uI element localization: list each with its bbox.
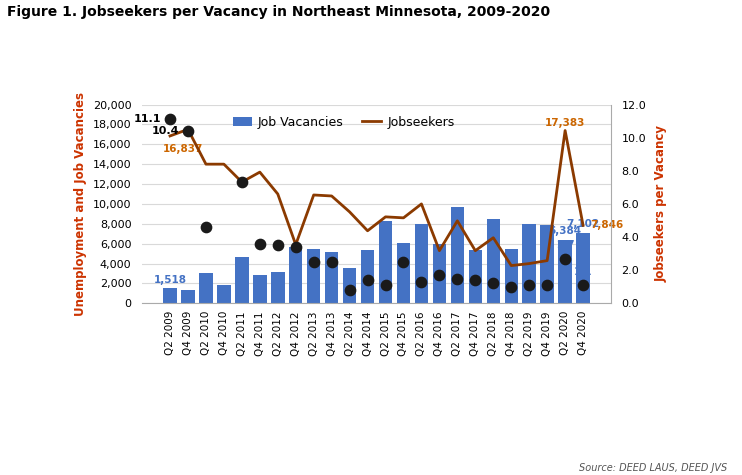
Point bbox=[344, 286, 355, 294]
Bar bbox=[487, 219, 500, 304]
Bar bbox=[253, 275, 266, 304]
Point bbox=[361, 276, 373, 284]
Bar bbox=[217, 285, 231, 304]
Bar bbox=[181, 290, 194, 304]
Point bbox=[433, 271, 445, 279]
Bar bbox=[307, 249, 321, 304]
Text: 7,846: 7,846 bbox=[591, 220, 623, 230]
Bar bbox=[415, 224, 428, 304]
Point bbox=[541, 281, 553, 289]
Bar bbox=[397, 243, 410, 304]
Text: 17,383: 17,383 bbox=[545, 117, 585, 128]
Point bbox=[236, 179, 248, 186]
Point bbox=[470, 276, 482, 284]
Point bbox=[164, 115, 176, 123]
Text: 10.4: 10.4 bbox=[151, 126, 179, 136]
Bar bbox=[522, 224, 536, 304]
Point bbox=[398, 258, 410, 266]
Point bbox=[523, 281, 535, 289]
Bar bbox=[163, 288, 177, 304]
Bar bbox=[343, 267, 356, 304]
Text: 2.7: 2.7 bbox=[556, 240, 574, 250]
Bar bbox=[559, 240, 572, 304]
Point bbox=[272, 242, 283, 249]
Bar bbox=[577, 233, 590, 304]
Bar bbox=[379, 221, 393, 304]
Text: 16,837: 16,837 bbox=[162, 144, 203, 154]
Point bbox=[290, 243, 302, 251]
Bar bbox=[235, 256, 249, 304]
Bar bbox=[505, 249, 518, 304]
Text: Source: DEED LAUS, DEED JVS: Source: DEED LAUS, DEED JVS bbox=[579, 463, 727, 473]
Text: 6,384: 6,384 bbox=[548, 227, 582, 237]
Bar bbox=[361, 250, 374, 304]
Point bbox=[505, 283, 517, 291]
Text: 1,518: 1,518 bbox=[154, 275, 186, 285]
Text: Figure 1. Jobseekers per Vacancy in Northeast Minnesota, 2009-2020: Figure 1. Jobseekers per Vacancy in Nort… bbox=[7, 5, 551, 19]
Point bbox=[308, 258, 320, 266]
Point bbox=[326, 258, 338, 266]
Legend: Job Vacancies, Jobseekers: Job Vacancies, Jobseekers bbox=[228, 111, 459, 134]
Point bbox=[416, 278, 427, 285]
Point bbox=[380, 281, 392, 289]
Point bbox=[559, 255, 571, 262]
Bar bbox=[289, 247, 303, 304]
Bar bbox=[469, 250, 482, 304]
Point bbox=[487, 280, 499, 287]
Text: 11.1: 11.1 bbox=[134, 114, 161, 124]
Text: 7,102: 7,102 bbox=[566, 219, 600, 229]
Y-axis label: Unemployment and Job Vacancies: Unemployment and Job Vacancies bbox=[74, 92, 88, 316]
Point bbox=[182, 127, 194, 135]
Y-axis label: Jobseekers per Vacancy: Jobseekers per Vacancy bbox=[654, 125, 668, 283]
Text: 1.1: 1.1 bbox=[574, 267, 592, 277]
Bar bbox=[433, 244, 446, 304]
Bar bbox=[199, 273, 213, 304]
Point bbox=[577, 281, 589, 289]
Bar bbox=[271, 272, 284, 304]
Bar bbox=[540, 225, 554, 304]
Point bbox=[254, 240, 266, 247]
Bar bbox=[450, 207, 464, 304]
Point bbox=[451, 275, 463, 282]
Bar bbox=[325, 252, 338, 304]
Point bbox=[200, 223, 212, 231]
